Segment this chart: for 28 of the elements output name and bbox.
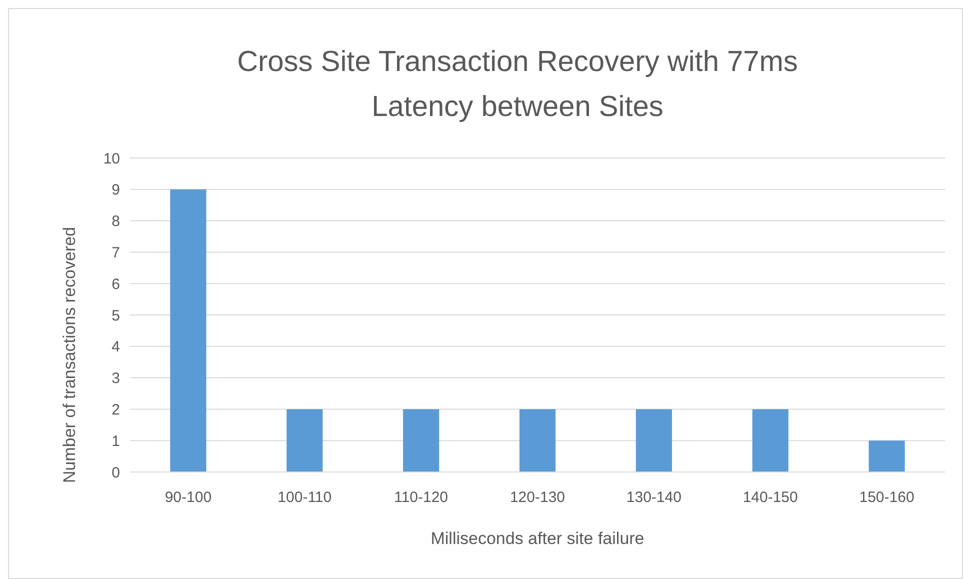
y-tick-label: 10	[103, 150, 120, 168]
x-tick-label: 130-140	[626, 489, 682, 506]
y-tick-label: 9	[112, 182, 120, 199]
y-tick-label: 7	[112, 244, 120, 262]
x-tick-label: 100-110	[278, 489, 332, 506]
bar	[519, 409, 556, 472]
y-tick-label: 4	[112, 338, 120, 356]
y-tick-label: 6	[112, 276, 120, 293]
x-tick-label: 120-130	[510, 489, 566, 506]
y-axis-title: Number of transactions recovered	[60, 226, 79, 484]
y-tick-label: 2	[112, 401, 120, 418]
x-tick-label: 110-120	[394, 489, 448, 506]
y-tick-label: 3	[112, 370, 120, 388]
y-tick-label: 0	[112, 464, 120, 482]
x-axis-title: Milliseconds after site failure	[430, 529, 644, 548]
bar	[286, 409, 323, 472]
x-tick-label: 140-150	[742, 489, 798, 506]
bar	[403, 409, 440, 472]
y-tick-label: 8	[112, 213, 120, 230]
x-tick-label: 90-100	[164, 489, 212, 506]
bar	[752, 409, 788, 472]
x-tick-label: 150-160	[859, 489, 914, 506]
y-tick-label: 1	[112, 432, 120, 450]
y-tick-label: 5	[112, 307, 120, 324]
bar	[170, 189, 206, 472]
chart-title: Cross Site Transaction Recovery with 77ms Latency between Sites	[237, 46, 798, 123]
bar	[868, 440, 905, 472]
bar	[636, 409, 672, 472]
